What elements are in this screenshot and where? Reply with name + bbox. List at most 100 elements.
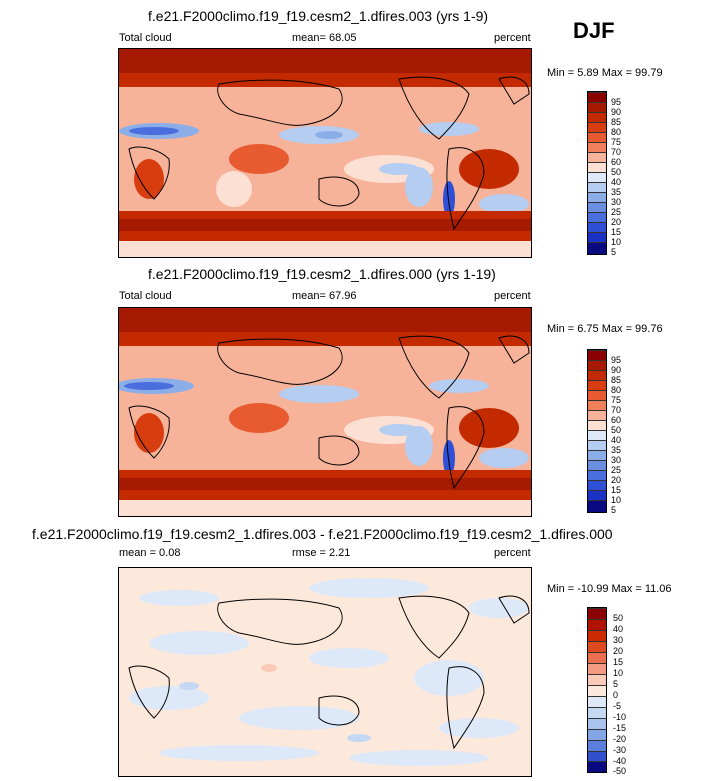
- panel1-colorbar-box: [588, 232, 606, 243]
- panel3-colorbar-box: [588, 652, 606, 664]
- colorbar-tick: -20: [613, 734, 627, 744]
- colorbar-tick: 70: [611, 405, 622, 415]
- panel2-mean-label: mean= 67.96: [292, 290, 357, 302]
- colorbar-tick: 75: [611, 395, 622, 405]
- panel3-colorbar-box: [588, 641, 606, 653]
- panel1-colorbar-box: [588, 192, 606, 203]
- panel2-colorbar-box: [588, 460, 606, 471]
- panel3-minmax: Min = -10.99 Max = 11.06: [547, 583, 672, 595]
- panel1-colorbar-box: [588, 152, 606, 163]
- panel3-rmse-label: rmse = 2.21: [292, 547, 351, 559]
- panel3-colorbar-box: [588, 696, 606, 708]
- panel3-mean-label: mean = 0.08: [119, 547, 181, 559]
- panel2-colorbar: [587, 349, 607, 513]
- colorbar-tick: 20: [611, 475, 622, 485]
- panel2-units-label: percent: [494, 290, 531, 302]
- colorbar-tick: 15: [611, 227, 622, 237]
- panel2-colorbar-box: [588, 500, 606, 512]
- colorbar-tick: 85: [611, 375, 622, 385]
- panel2-title: f.e21.F2000climo.f19_f19.cesm2_1.dfires.…: [148, 266, 496, 282]
- panel1-colorbar-box: [588, 182, 606, 193]
- panel2-colorbar-box: [588, 450, 606, 461]
- colorbar-tick: 75: [611, 137, 622, 147]
- panel3-colorbar-box: [588, 663, 606, 675]
- panel2-colorbar-box: [588, 480, 606, 491]
- panel1-minmax: Min = 5.89 Max = 99.79: [547, 67, 663, 79]
- panel2-colorbar-box: [588, 380, 606, 391]
- panel1-colorbar-box: [588, 102, 606, 113]
- panel2-colorbar-box: [588, 360, 606, 371]
- panel1-colorbar-box: [588, 132, 606, 143]
- colorbar-tick: 5: [613, 679, 619, 689]
- panel2-colorbar-box: [588, 470, 606, 481]
- panel3-map: [118, 567, 532, 777]
- colorbar-tick: 90: [611, 365, 622, 375]
- panel1-variable-label: Total cloud: [119, 32, 172, 44]
- panel1-colorbar-box: [588, 202, 606, 213]
- panel1-colorbar-box: [588, 172, 606, 183]
- panel2-colorbar-box: [588, 370, 606, 381]
- colorbar-tick: -10: [613, 712, 627, 722]
- panel2-colorbar-box: [588, 430, 606, 441]
- panel2-colorbar-box: [588, 490, 606, 501]
- panel3-colorbar-box: [588, 718, 606, 730]
- colorbar-tick: 35: [611, 187, 622, 197]
- panel1-colorbar-box: [588, 222, 606, 233]
- colorbar-tick: 50: [611, 425, 622, 435]
- colorbar-tick: 95: [611, 97, 622, 107]
- panel1-colorbar-box: [588, 142, 606, 153]
- colorbar-tick: 30: [613, 635, 624, 645]
- colorbar-tick: 30: [611, 455, 622, 465]
- colorbar-tick: 40: [611, 435, 622, 445]
- panel3-units-label: percent: [494, 547, 531, 559]
- colorbar-tick: -15: [613, 723, 627, 733]
- season-label: DJF: [573, 18, 615, 43]
- colorbar-tick: -40: [613, 756, 627, 766]
- panel1-colorbar-box: [588, 162, 606, 173]
- colorbar-tick: 10: [611, 237, 622, 247]
- panel2-colorbar-box: [588, 400, 606, 411]
- colorbar-tick: -30: [613, 745, 627, 755]
- panel3-colorbar-box: [588, 674, 606, 686]
- panel3-colorbar: [587, 607, 607, 773]
- panel2-minmax: Min = 6.75 Max = 99.76: [547, 323, 663, 335]
- panel1-mean-label: mean= 68.05: [292, 32, 357, 44]
- panel1-colorbar-box: [588, 242, 606, 254]
- panel3-colorbar-box: [588, 685, 606, 697]
- panel1-colorbar-box: [588, 122, 606, 133]
- panel3-colorbar-box: [588, 729, 606, 741]
- colorbar-tick: 25: [611, 465, 622, 475]
- colorbar-tick: 50: [611, 167, 622, 177]
- colorbar-tick: 40: [613, 624, 624, 634]
- panel1-colorbar: [587, 91, 607, 255]
- panel1-title: f.e21.F2000climo.f19_f19.cesm2_1.dfires.…: [148, 8, 489, 24]
- panel3-colorbar-box: [588, 619, 606, 631]
- panel1-colorbar-box: [588, 92, 606, 103]
- panel3-colorbar-box: [588, 751, 606, 762]
- panel2-colorbar-box: [588, 410, 606, 421]
- panel3-colorbar-box: [588, 630, 606, 642]
- colorbar-tick: 60: [611, 415, 622, 425]
- colorbar-tick: 25: [611, 207, 622, 217]
- colorbar-tick: 20: [613, 646, 624, 656]
- colorbar-tick: 40: [611, 177, 622, 187]
- panel3-colorbar-box: [588, 740, 606, 752]
- colorbar-tick: 85: [611, 117, 622, 127]
- panel3-colorbar-box: [588, 707, 606, 719]
- colorbar-tick: 30: [611, 197, 622, 207]
- colorbar-tick: 5: [611, 505, 617, 515]
- colorbar-tick: 15: [611, 485, 622, 495]
- panel1-colorbar-box: [588, 112, 606, 123]
- colorbar-tick: 50: [613, 613, 624, 623]
- panel2-variable-label: Total cloud: [119, 290, 172, 302]
- colorbar-tick: 15: [613, 657, 624, 667]
- colorbar-tick: 5: [611, 247, 617, 257]
- panel1-colorbar-box: [588, 212, 606, 223]
- colorbar-tick: 10: [611, 495, 622, 505]
- colorbar-tick: 80: [611, 127, 622, 137]
- colorbar-tick: -5: [613, 701, 622, 711]
- colorbar-tick: 80: [611, 385, 622, 395]
- colorbar-tick: 35: [611, 445, 622, 455]
- panel3-colorbar-box: [588, 608, 606, 620]
- panel2-colorbar-box: [588, 390, 606, 401]
